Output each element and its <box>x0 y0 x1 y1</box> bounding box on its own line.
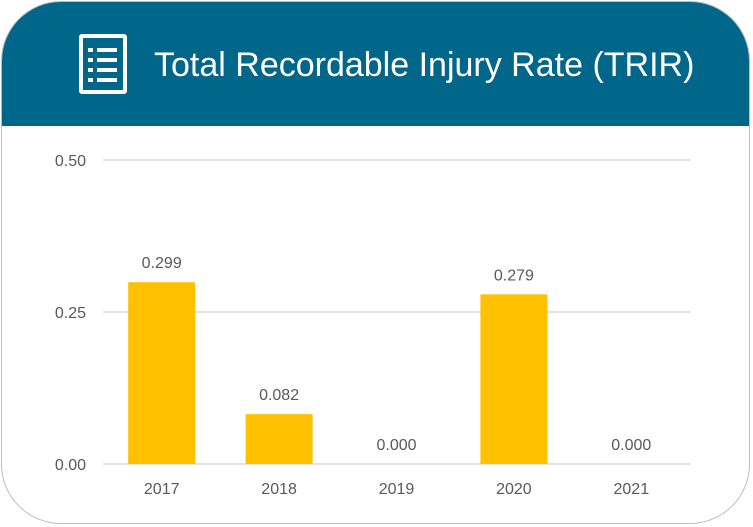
y-tick-label: 0.25 <box>55 305 86 322</box>
data-label: 0.000 <box>611 437 651 454</box>
x-tick-label: 2021 <box>614 481 650 498</box>
x-tick-label: 2018 <box>261 481 297 498</box>
checklist-document-icon <box>79 34 127 94</box>
bar <box>128 282 196 464</box>
y-tick-label: 0.50 <box>55 153 86 170</box>
page-title: Total Recordable Injury Rate (TRIR) <box>154 46 695 84</box>
bar <box>245 414 313 464</box>
data-label: 0.082 <box>259 387 299 404</box>
data-label: 0.299 <box>142 255 182 272</box>
x-tick-label: 2020 <box>496 481 532 498</box>
data-label: 0.000 <box>376 437 416 454</box>
data-label: 0.279 <box>494 267 534 284</box>
x-tick-label: 2017 <box>144 481 180 498</box>
y-tick-label: 0.00 <box>55 457 86 474</box>
header-banner: Total Recordable Injury Rate (TRIR) <box>2 2 749 126</box>
bar <box>480 294 548 464</box>
x-tick-label: 2019 <box>379 481 415 498</box>
